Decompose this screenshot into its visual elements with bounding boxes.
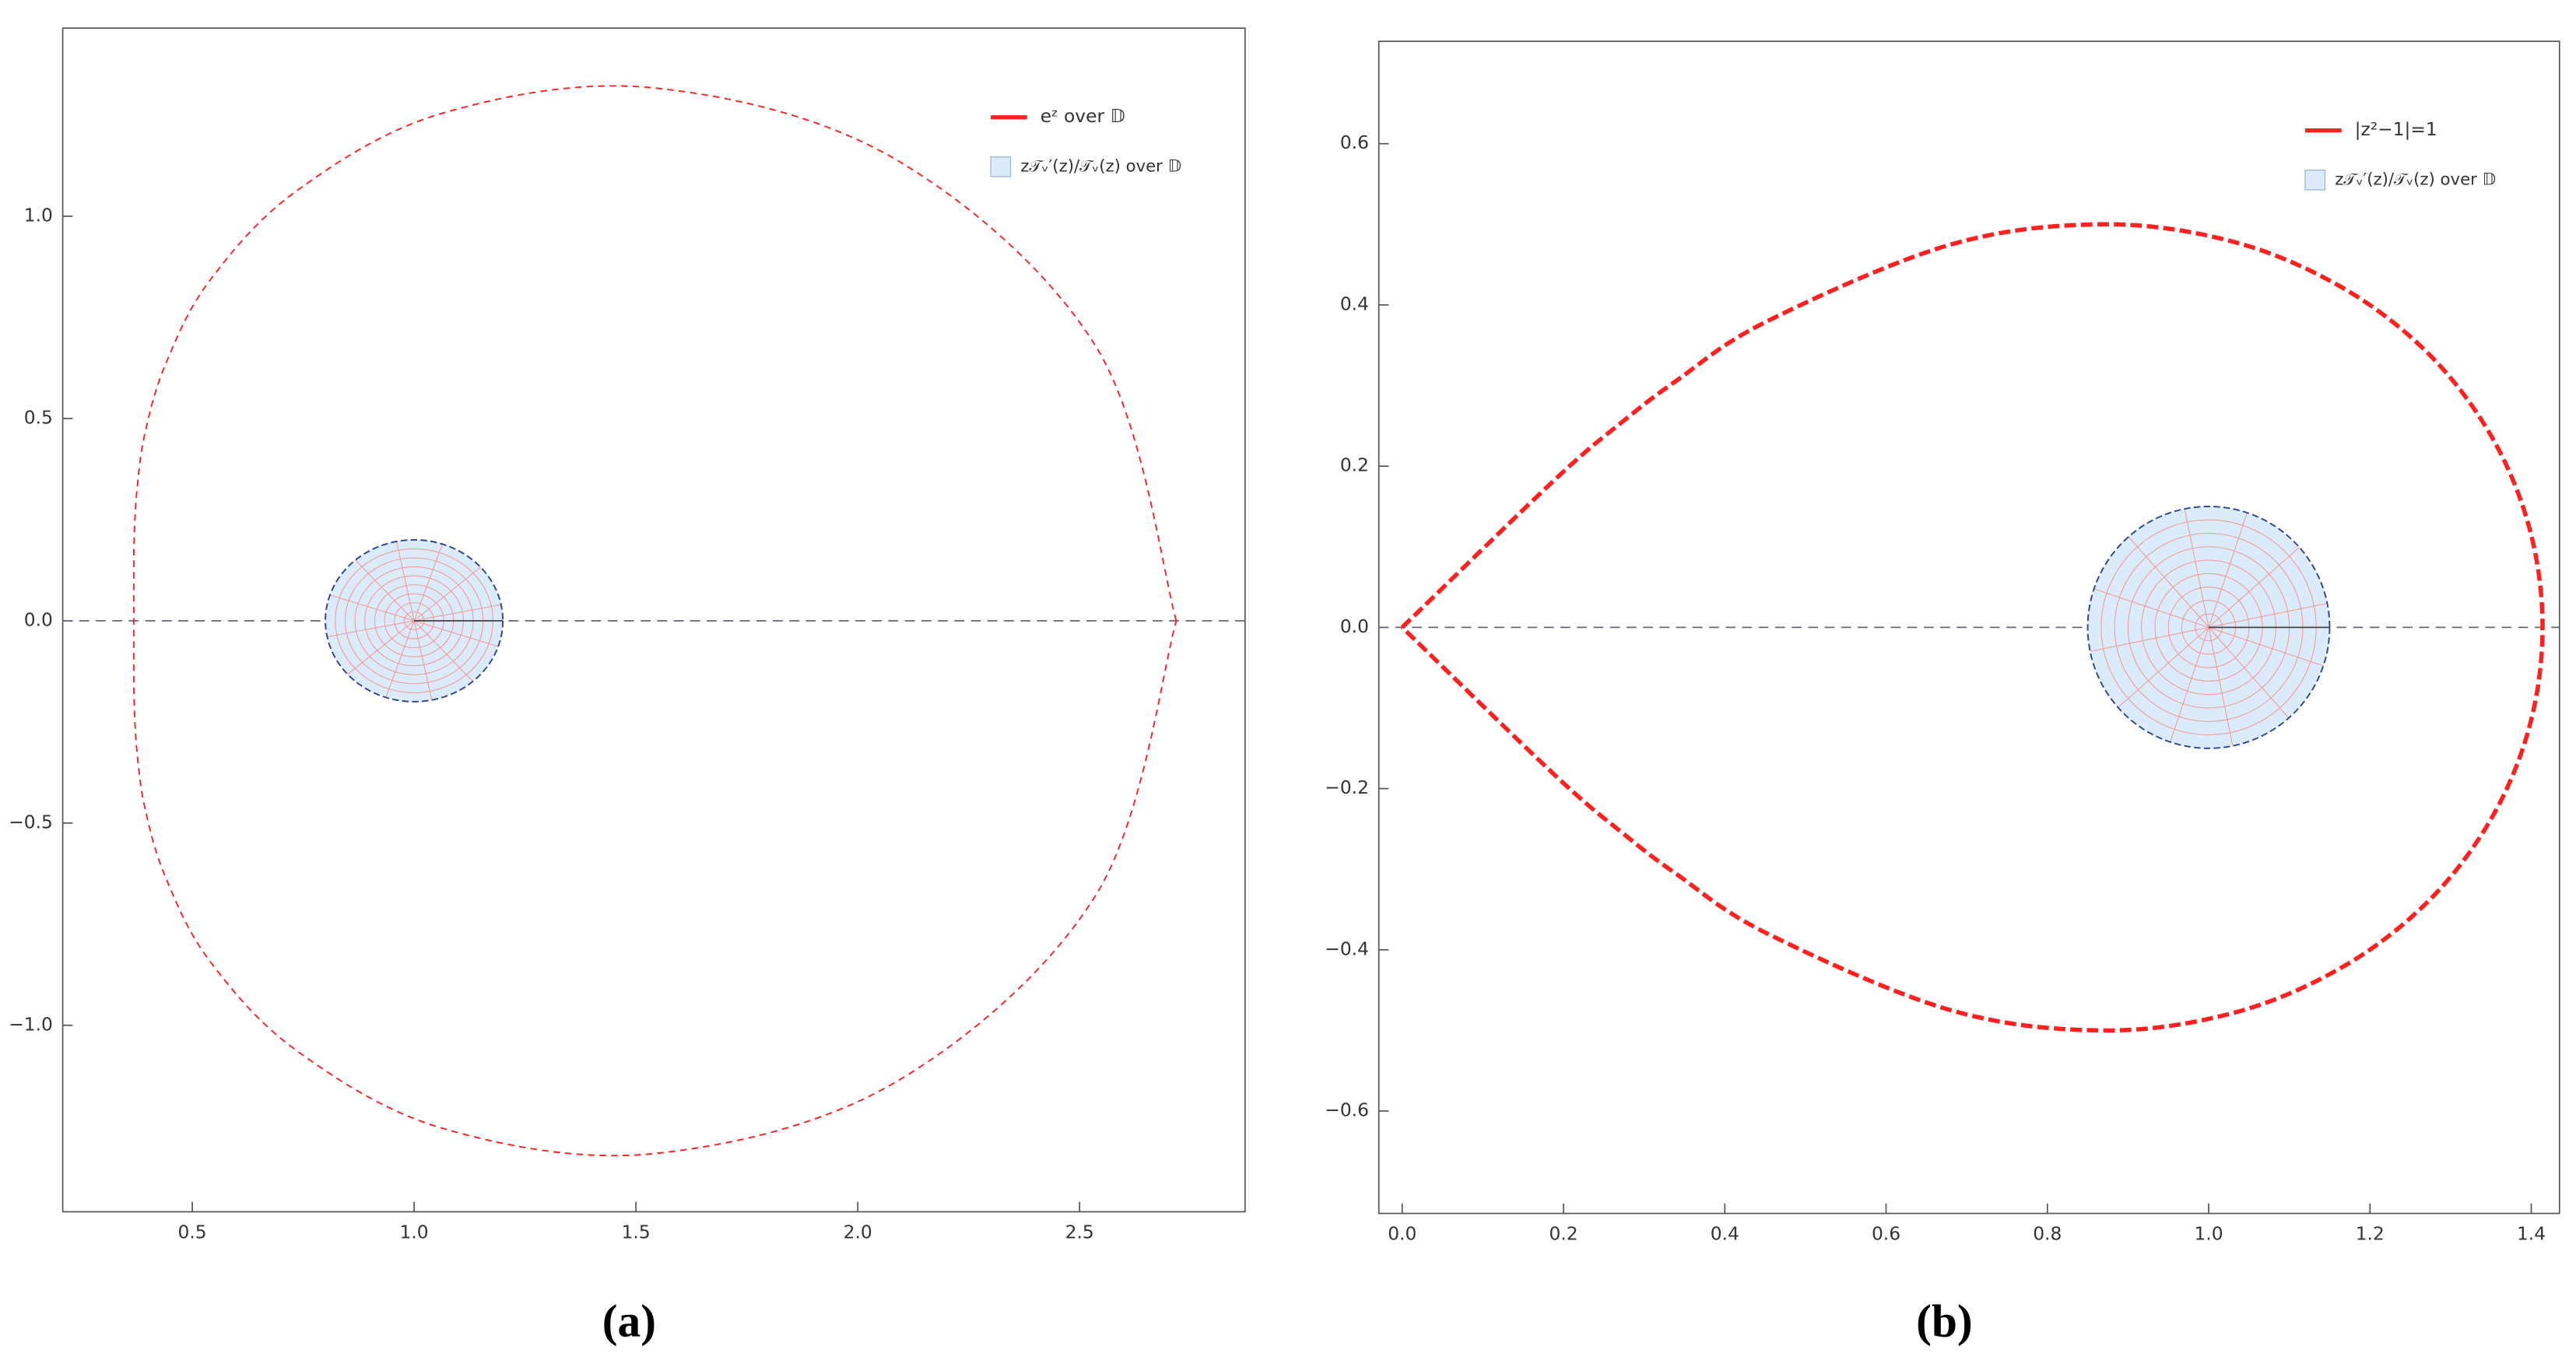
curve [132,85,1177,1157]
disc-grid-spoke [2208,602,2328,628]
y-tick-label: −0.4 [1325,938,1369,959]
y-tick-label: 0.0 [1340,615,1369,637]
disc-grid-spoke [413,566,481,622]
plot-frame [1377,40,2560,1215]
x-tick-label: 1.5 [622,1222,651,1243]
disc-boundary [325,538,504,703]
disc-grid-spoke [395,541,415,621]
caption: (b) [1916,1295,1973,1347]
disc-grid-spoke [413,544,443,622]
disc-grid-spoke [413,620,433,700]
disc-grid-spoke [329,594,415,622]
disc-grid-spoke [385,620,415,698]
disc-grid-spoke [2208,627,2234,746]
x-tick-label: 0.4 [1711,1223,1739,1245]
disc-grid-spoke [2128,536,2209,628]
x-tick-label: 0.8 [2033,1223,2062,1245]
plot-frame [61,27,1246,1213]
x-tick-label: 0.2 [1549,1223,1578,1245]
disc-grid-spoke [347,620,415,675]
x-tick-label: 1.0 [400,1222,429,1243]
x-tick-label: 0.0 [1388,1223,1416,1245]
disc-grid-spoke [413,620,473,682]
x-tick-label: 1.2 [2356,1223,2385,1245]
disc-grid-spoke [2208,626,2324,667]
disc-grid-spoke [413,620,499,647]
legend-swatch [2304,169,2326,191]
y-tick-label: −0.5 [9,811,53,832]
disc-grid-spoke [2208,547,2300,628]
x-tick-label: 2.5 [1065,1222,1094,1243]
disc-grid-spoke [327,620,415,638]
disc-grid-spoke [2208,627,2290,719]
x-tick-label: 0.5 [178,1222,207,1243]
disc-grid-spoke [2184,508,2209,628]
caption: (a) [602,1295,656,1347]
disc-grid-spoke [2170,627,2209,742]
y-tick-label: 0.2 [1340,454,1369,476]
y-tick-label: 0.5 [24,406,53,428]
y-tick-label: −1.0 [9,1013,53,1035]
curve [1400,222,2545,1033]
x-tick-label: 0.6 [1872,1223,1900,1245]
legend-label: z𝒯ᵥ′(z)/𝒯ᵥ(z) over 𝔻 [1020,156,1181,176]
legend-label: eᶻ over 𝔻 [1041,105,1125,127]
y-tick-label: −0.6 [1325,1099,1369,1121]
disc-grid-spoke [2208,512,2248,628]
legend-label: z𝒯ᵥ′(z)/𝒯ᵥ(z) over 𝔻 [2335,170,2496,189]
x-tick-label: 1.0 [2194,1223,2223,1245]
disc-grid-spoke [2090,626,2209,652]
disc-grid-spoke [2093,588,2209,628]
y-tick-label: 0.0 [24,608,53,630]
disc-grid-spoke [414,604,501,622]
legend-swatch [990,156,1012,177]
y-tick-label: 0.6 [1340,131,1369,153]
y-tick-label: −0.2 [1325,776,1369,798]
disc-boundary [2086,505,2331,749]
disc-grid-spoke [2118,626,2209,708]
x-tick-label: 2.0 [844,1222,872,1243]
y-tick-label: 0.4 [1340,293,1369,314]
y-tick-label: 1.0 [24,204,53,226]
legend-label: |z²−1|=1 [2355,118,2437,140]
x-tick-label: 1.4 [2517,1223,2546,1245]
disc-grid-spoke [355,559,415,622]
